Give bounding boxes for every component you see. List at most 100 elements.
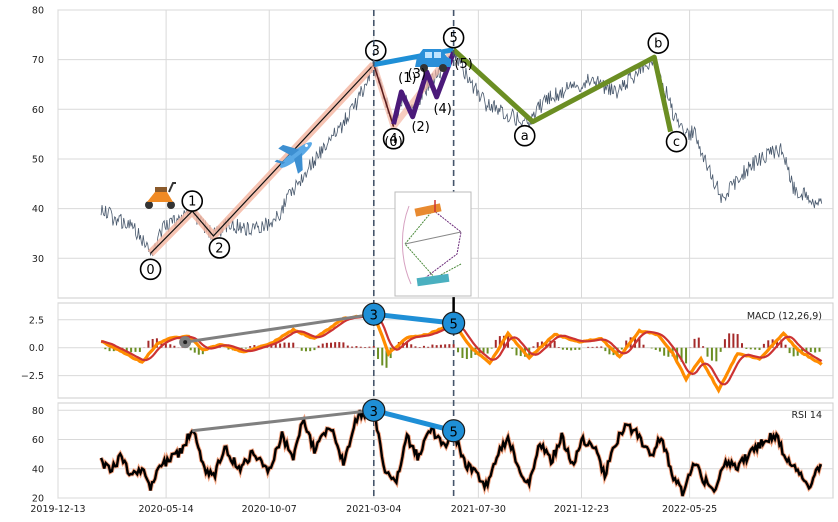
macd-histogram-bar bbox=[169, 344, 172, 348]
macd-histogram-bar bbox=[608, 347, 611, 355]
macd-histogram-bar bbox=[818, 347, 821, 352]
macd-histogram-bar bbox=[108, 347, 111, 352]
macd-histogram-bar bbox=[749, 347, 752, 350]
macd-histogram-bar bbox=[536, 342, 539, 348]
y-tick-label: 50 bbox=[32, 154, 44, 165]
macd-histogram-bar bbox=[249, 346, 252, 348]
wave-label-circle bbox=[139, 258, 162, 281]
subwave-label: (2) bbox=[411, 120, 429, 135]
macd-histogram-bar bbox=[498, 336, 501, 348]
y-tick-label: 40 bbox=[32, 204, 44, 215]
macd-histogram-bar bbox=[515, 347, 518, 356]
x-tick-label: 2019-12-13 bbox=[30, 504, 85, 515]
macd-histogram-bar bbox=[570, 347, 573, 351]
macd-histogram-bar bbox=[104, 347, 107, 350]
macd-histogram-bar bbox=[346, 345, 349, 348]
wave-3-4-line bbox=[373, 64, 395, 127]
macd-histogram-bar bbox=[741, 343, 744, 348]
macd-histogram-bar bbox=[189, 347, 192, 351]
y-tick-label: −2.5 bbox=[21, 371, 44, 382]
macd-histogram-bar bbox=[574, 347, 577, 350]
wave-label-circle bbox=[647, 32, 670, 54]
rsi-divergence-line bbox=[192, 408, 374, 433]
wave-label-circle bbox=[181, 190, 204, 212]
scooter-icon bbox=[145, 182, 176, 209]
macd-histogram-bar bbox=[130, 347, 133, 353]
macd-histogram-bar bbox=[814, 347, 817, 353]
macd-histogram-bar bbox=[410, 344, 413, 348]
macd-panel-title: MACD (12,26,9) bbox=[747, 311, 822, 322]
rsi-panel-title: RSI 14 bbox=[791, 410, 822, 421]
macd-histogram-bar bbox=[164, 343, 167, 348]
macd-histogram-bar bbox=[422, 345, 425, 348]
macd-histogram-bar bbox=[591, 346, 594, 348]
macd-histogram-bar bbox=[270, 344, 273, 348]
macd-histogram-bar bbox=[470, 347, 473, 358]
macd-histogram-bar bbox=[780, 339, 783, 348]
wave-label-circle bbox=[382, 127, 405, 150]
icon-layer bbox=[145, 49, 472, 297]
macd-histogram-bar bbox=[578, 347, 581, 350]
macd-histogram-bar bbox=[532, 346, 535, 348]
macd-histogram-bar bbox=[414, 346, 417, 348]
macd-histogram-bar bbox=[762, 343, 765, 348]
wave-label-circle bbox=[442, 26, 465, 49]
macd-histogram-bar bbox=[334, 342, 337, 348]
macd-histogram-bar bbox=[317, 345, 320, 348]
macd-histogram-bar bbox=[754, 347, 757, 350]
macd-histogram-bar bbox=[253, 345, 256, 348]
macd-histogram-bar bbox=[385, 347, 388, 368]
macd-histogram-bar bbox=[279, 343, 282, 348]
subwave-label: (4) bbox=[433, 102, 451, 117]
macd-histogram-bar bbox=[300, 347, 303, 351]
macd-histogram-bar bbox=[197, 347, 200, 355]
macd-histogram-bar bbox=[587, 346, 590, 348]
macd-histogram-bar bbox=[321, 343, 324, 348]
macd-histogram-bar bbox=[728, 333, 731, 348]
y-tick-label: 80 bbox=[32, 406, 44, 417]
car-icon bbox=[415, 49, 451, 72]
subwave-label: (0) bbox=[384, 135, 402, 150]
airplane-icon bbox=[274, 142, 313, 174]
x-tick-label: 2021-12-23 bbox=[554, 504, 609, 515]
macd-histogram-bar bbox=[784, 344, 787, 348]
macd-marker-label: 3 bbox=[370, 309, 378, 324]
macd-histogram-bar bbox=[227, 347, 230, 350]
macd-histogram-bar bbox=[368, 346, 371, 348]
inset-diagram bbox=[394, 191, 472, 297]
macd-histogram-bar bbox=[625, 340, 628, 348]
y-tick-label: 40 bbox=[32, 464, 44, 475]
macd-histogram-bar bbox=[620, 347, 623, 350]
macd-histogram-bar bbox=[767, 340, 770, 348]
macd-histogram-bar bbox=[642, 344, 645, 348]
macd-histogram-bar bbox=[710, 347, 713, 361]
macd-histogram-bar bbox=[125, 347, 128, 352]
macd-histogram-bar bbox=[486, 347, 489, 354]
macd-histogram-bar bbox=[792, 347, 795, 357]
macd-histogram-bar bbox=[482, 347, 485, 354]
wave-label: a bbox=[521, 129, 529, 144]
macd-histogram-bar bbox=[693, 338, 696, 348]
y-tick-label: 70 bbox=[32, 55, 44, 66]
macd-histogram-bar bbox=[325, 342, 328, 348]
macd-histogram-bar bbox=[304, 347, 307, 352]
wave-label: 3 bbox=[372, 44, 380, 59]
y-tick-label: 0.0 bbox=[29, 343, 44, 354]
macd-histogram-bar bbox=[494, 339, 497, 348]
macd-histogram-bar bbox=[775, 339, 778, 348]
macd-histogram-bar bbox=[667, 347, 670, 357]
macd-marker-link bbox=[373, 311, 454, 326]
macd-histogram-bar bbox=[788, 347, 791, 354]
y-tick-label: 2.5 bbox=[29, 315, 44, 326]
macd-histogram-bar bbox=[309, 347, 312, 352]
macd-histogram-bar bbox=[147, 340, 150, 348]
wave-label-circle bbox=[665, 130, 688, 153]
macd-histogram-bar bbox=[457, 347, 460, 353]
macd-histogram-bar bbox=[193, 347, 196, 353]
macd-histogram-bar bbox=[745, 347, 748, 349]
x-tick-label: 2021-03-04 bbox=[346, 504, 401, 515]
macd-histogram-bar bbox=[274, 343, 277, 348]
data-layer bbox=[99, 10, 823, 498]
macd-histogram-bar bbox=[364, 347, 367, 348]
macd-histogram-bar bbox=[359, 346, 362, 348]
